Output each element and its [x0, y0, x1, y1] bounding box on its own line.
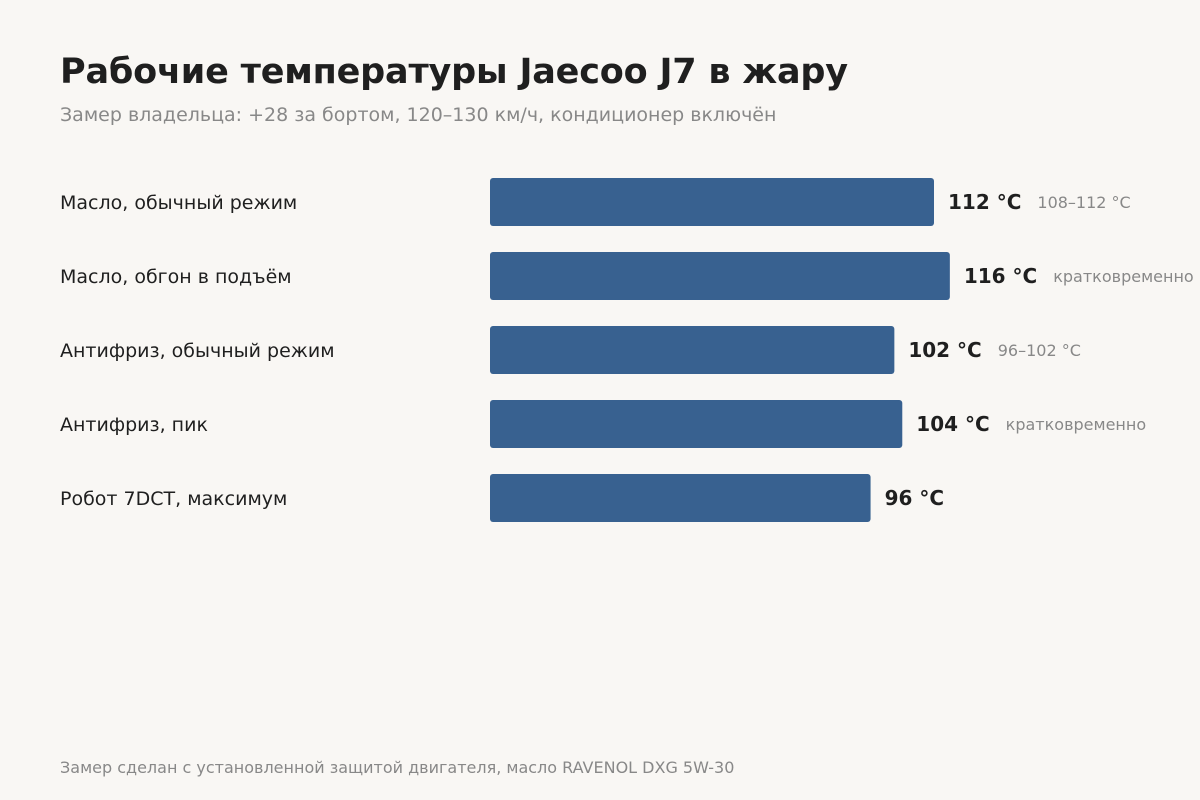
range-note: кратковременно [1053, 267, 1193, 286]
bar [490, 474, 871, 522]
chart-subtitle: Замер владельца: +28 за бортом, 120–130 … [60, 104, 777, 126]
range-note: 108–112 °C [1037, 193, 1130, 212]
range-note: 96–102 °C [998, 341, 1081, 360]
value-label: 96 °C [885, 486, 944, 510]
bar [490, 326, 895, 374]
bar [490, 252, 950, 300]
value-label: 112 °C [948, 190, 1021, 214]
category-label: Масло, обгон в подъём [60, 266, 292, 288]
category-label: Масло, обычный режим [60, 192, 297, 214]
range-note: кратковременно [1006, 415, 1146, 434]
category-label: Робот 7DCT, максимум [60, 488, 287, 510]
bar [490, 178, 934, 226]
footnote: Замер сделан с установленной защитой дви… [60, 758, 735, 777]
chart-title: Рабочие температуры Jaecoo J7 в жару [60, 52, 848, 92]
bar [490, 400, 903, 448]
value-label: 116 °C [964, 264, 1037, 288]
category-label: Антифриз, обычный режим [60, 340, 335, 362]
value-label: 102 °C [908, 338, 981, 362]
value-label: 104 °C [916, 412, 989, 436]
category-label: Антифриз, пик [60, 414, 208, 436]
